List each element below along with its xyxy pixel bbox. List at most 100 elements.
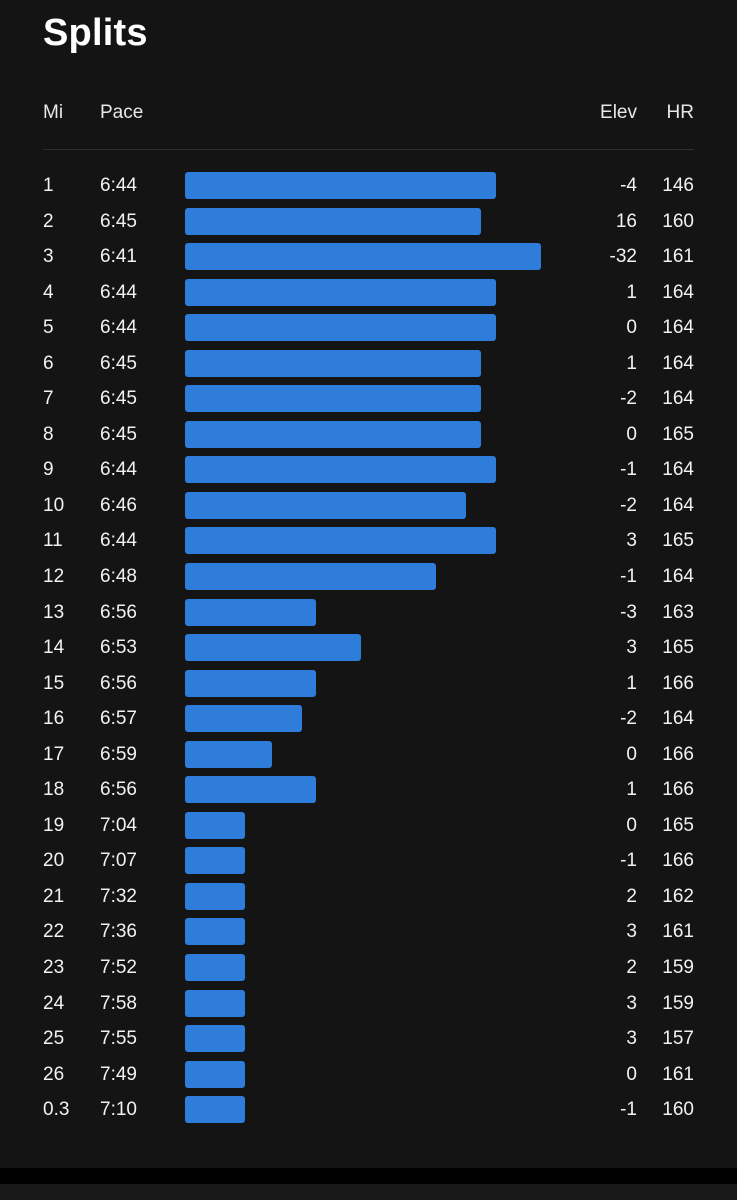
split-heart-rate: 164 — [662, 388, 694, 410]
split-heart-rate: 164 — [662, 281, 694, 303]
split-mile: 11 — [43, 530, 63, 552]
pace-bar — [185, 420, 482, 448]
split-heart-rate: 163 — [662, 601, 694, 623]
split-heart-rate: 161 — [662, 1063, 694, 1085]
split-row: 8 6:45 0 165 — [0, 417, 737, 453]
pace-bar — [185, 491, 467, 519]
split-heart-rate: 164 — [662, 352, 694, 374]
split-row: 20 7:07 -1 166 — [0, 843, 737, 879]
split-pace: 6:56 — [100, 779, 137, 801]
split-row: 18 6:56 1 166 — [0, 772, 737, 808]
split-elevation: 0 — [626, 743, 637, 765]
split-pace: 6:45 — [100, 210, 137, 232]
split-row: 9 6:44 -1 164 — [0, 452, 737, 488]
split-heart-rate: 146 — [662, 175, 694, 196]
split-heart-rate: 165 — [662, 423, 694, 445]
split-mile: 20 — [43, 850, 65, 872]
split-row: 6 6:45 1 164 — [0, 346, 737, 382]
split-row: 17 6:59 0 166 — [0, 737, 737, 773]
split-elevation: -3 — [620, 601, 637, 623]
split-heart-rate: 161 — [662, 246, 694, 268]
split-mile: 5 — [43, 317, 54, 339]
split-row: 13 6:56 -3 163 — [0, 595, 737, 631]
split-elevation: 3 — [626, 992, 637, 1014]
split-elevation: -1 — [620, 1099, 637, 1121]
split-pace: 6:59 — [100, 743, 137, 765]
pace-bar — [185, 740, 272, 768]
split-pace: 7:58 — [100, 992, 137, 1014]
split-mile: 17 — [43, 743, 65, 765]
pace-bar — [185, 1060, 245, 1088]
split-mile: 9 — [43, 459, 54, 481]
split-mile: 1 — [43, 175, 54, 196]
split-mile: 14 — [43, 637, 65, 659]
split-elevation: 3 — [626, 637, 637, 659]
split-heart-rate: 161 — [662, 921, 694, 943]
bottom-bar-inner — [0, 1184, 737, 1200]
split-heart-rate: 160 — [662, 1099, 694, 1121]
split-mile: 6 — [43, 352, 54, 374]
split-row: 2 6:45 16 160 — [0, 204, 737, 240]
split-row: 15 6:56 1 166 — [0, 666, 737, 702]
split-mile: 12 — [43, 566, 65, 588]
split-mile: 19 — [43, 814, 65, 836]
split-elevation: 3 — [626, 530, 637, 552]
split-heart-rate: 159 — [662, 957, 694, 979]
split-heart-rate: 162 — [662, 885, 694, 907]
column-header-pace: Pace — [100, 102, 144, 123]
split-pace: 7:49 — [100, 1063, 137, 1085]
split-mile: 15 — [43, 672, 65, 694]
split-pace: 6:53 — [100, 637, 137, 659]
split-pace: 7:36 — [100, 921, 137, 943]
split-elevation: -2 — [620, 494, 637, 516]
split-pace: 6:44 — [100, 317, 137, 339]
split-pace: 6:45 — [100, 423, 137, 445]
split-row: 23 7:52 2 159 — [0, 950, 737, 986]
split-row: 24 7:58 3 159 — [0, 986, 737, 1022]
split-pace: 6:56 — [100, 601, 137, 623]
pace-bar — [185, 847, 245, 875]
split-elevation: 2 — [626, 885, 637, 907]
split-pace: 6:57 — [100, 708, 137, 730]
split-row: 0.3 7:10 -1 160 — [0, 1092, 737, 1128]
split-elevation: -4 — [620, 175, 637, 196]
header-divider — [43, 149, 694, 150]
split-mile: 3 — [43, 246, 54, 268]
split-mile: 23 — [43, 957, 65, 979]
bottom-bar — [0, 1168, 737, 1200]
pace-bar — [185, 882, 245, 910]
split-row: 7 6:45 -2 164 — [0, 381, 737, 417]
split-mile: 4 — [43, 281, 54, 303]
split-elevation: -1 — [620, 850, 637, 872]
split-mile: 21 — [43, 885, 65, 907]
split-pace: 7:32 — [100, 885, 137, 907]
pace-bar — [185, 811, 245, 839]
split-elevation: 3 — [626, 921, 637, 943]
split-pace: 6:45 — [100, 388, 137, 410]
split-pace: 6:41 — [100, 246, 137, 268]
pace-bar — [185, 243, 541, 271]
split-pace: 7:07 — [100, 850, 137, 872]
split-elevation: 1 — [626, 281, 637, 303]
split-heart-rate: 160 — [662, 210, 694, 232]
split-pace: 6:44 — [100, 281, 137, 303]
split-mile: 26 — [43, 1063, 65, 1085]
split-pace: 6:44 — [100, 530, 137, 552]
split-heart-rate: 157 — [662, 1028, 694, 1050]
pace-bar — [185, 598, 317, 626]
pace-bar — [185, 1096, 245, 1124]
pace-bar — [185, 563, 437, 591]
pace-bar — [185, 918, 245, 946]
split-elevation: -2 — [620, 708, 637, 730]
split-row: 5 6:44 0 164 — [0, 310, 737, 346]
split-row: 3 6:41 -32 161 — [0, 239, 737, 275]
split-elevation: 0 — [626, 317, 637, 339]
split-row: 26 7:49 0 161 — [0, 1057, 737, 1093]
split-mile: 7 — [43, 388, 54, 410]
split-pace: 6:48 — [100, 566, 137, 588]
pace-bar — [185, 669, 317, 697]
pace-bar — [185, 278, 497, 306]
split-elevation: 1 — [626, 779, 637, 801]
split-mile: 2 — [43, 210, 54, 232]
split-heart-rate: 164 — [662, 566, 694, 588]
